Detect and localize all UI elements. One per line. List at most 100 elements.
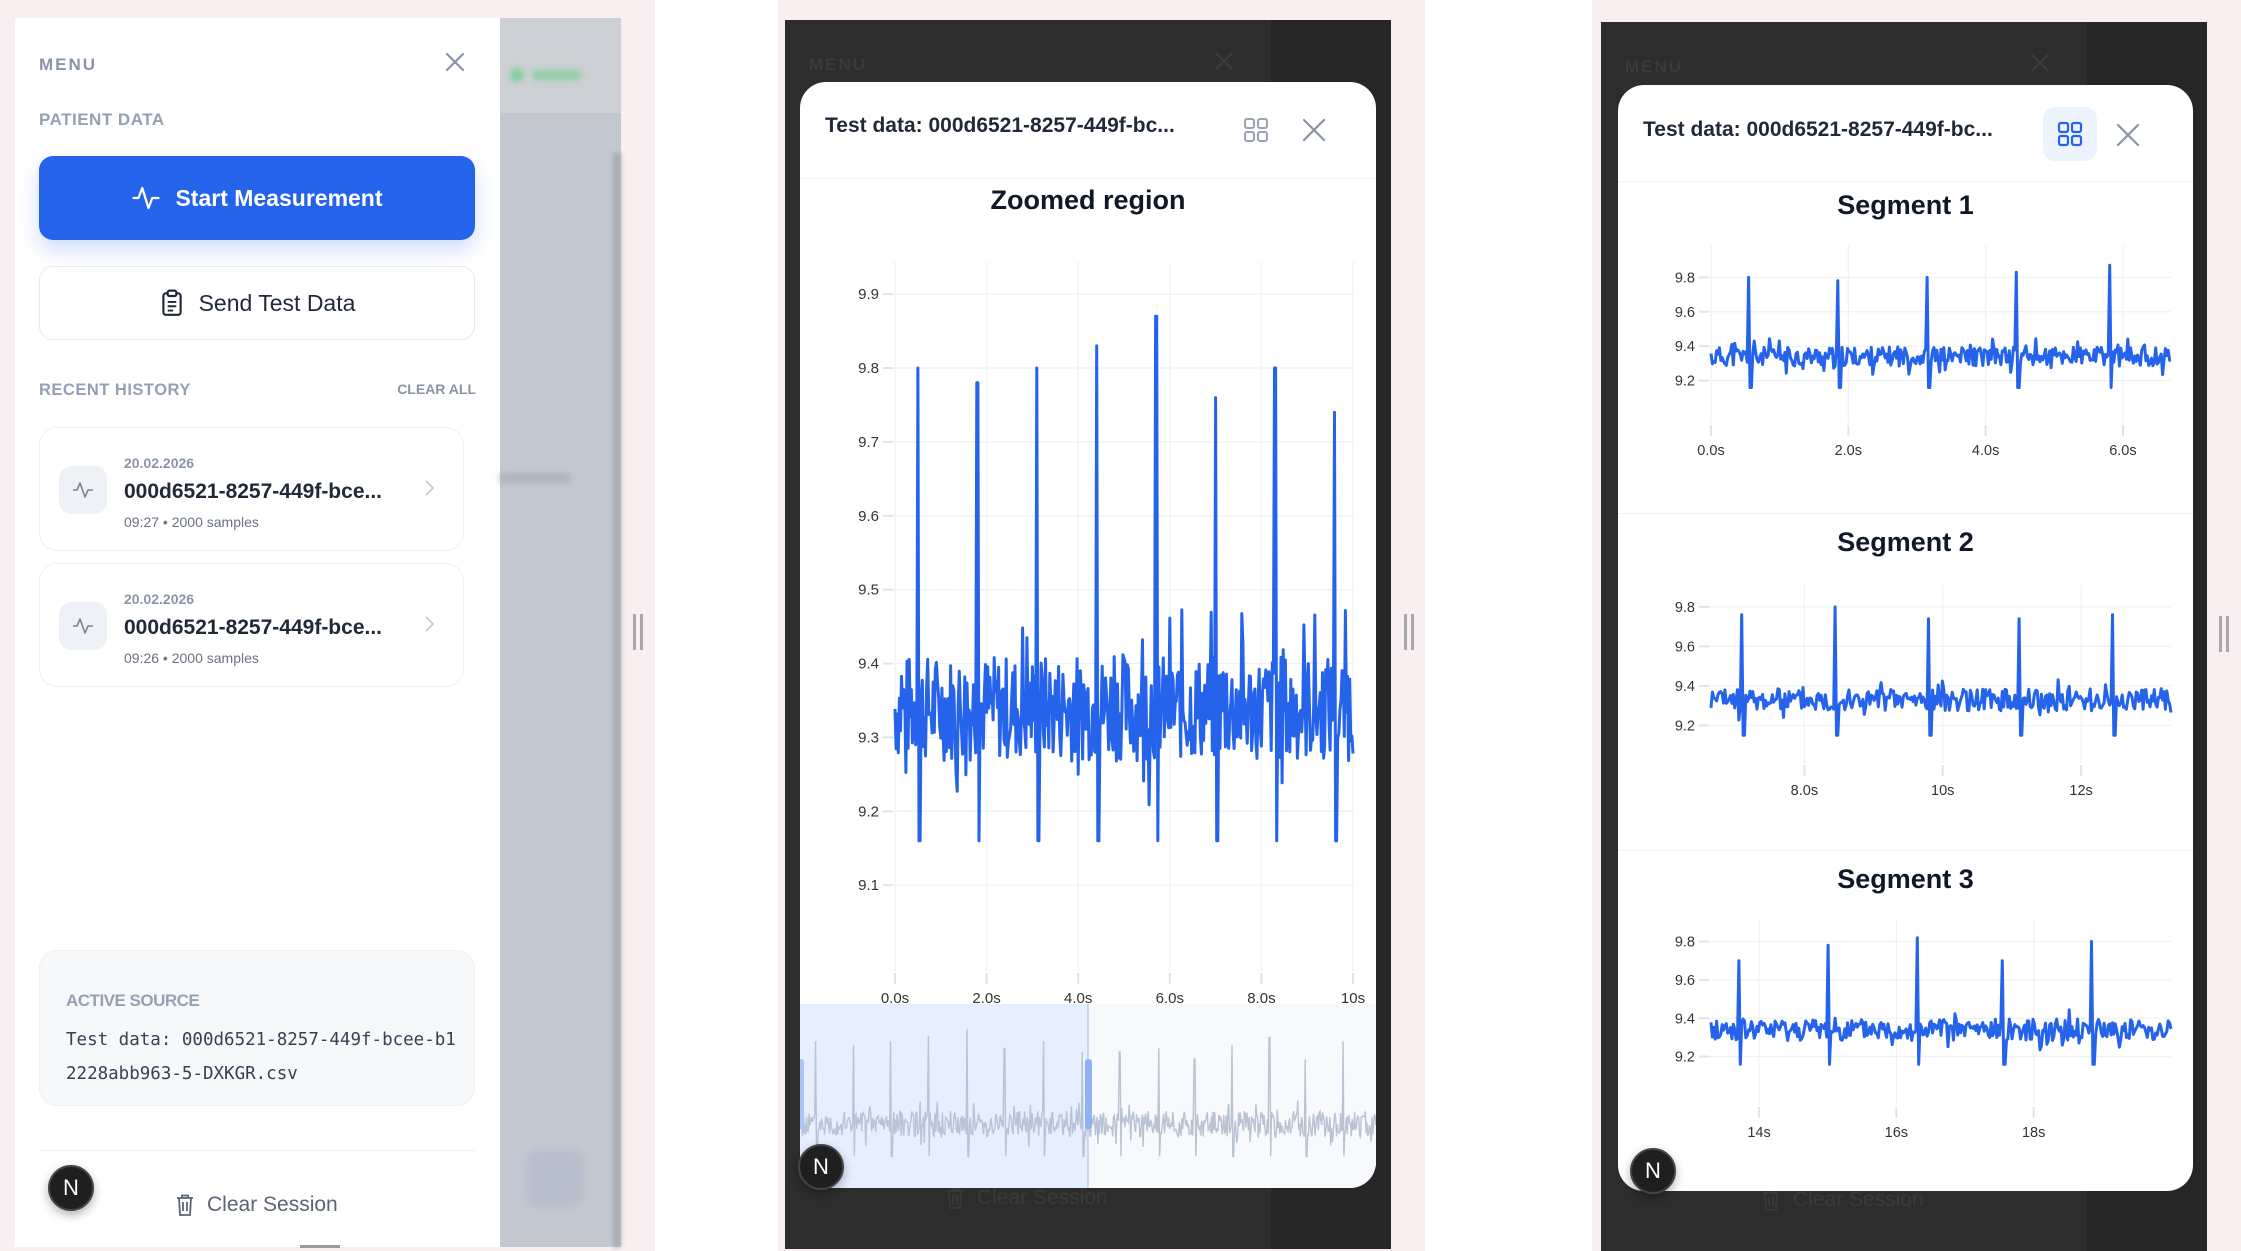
avatar-letter: N bbox=[1645, 1158, 1661, 1183]
segment-2-chart[interactable]: 8.0s 10s 12s 9.2 9.4 9.6 9.8 bbox=[1618, 575, 2193, 815]
close-icon bbox=[1215, 52, 1233, 70]
close-modal-icon[interactable] bbox=[2115, 122, 2141, 148]
footer-divider bbox=[39, 1150, 475, 1151]
history-item[interactable]: 20.02.2026 000d6521-8257-449f-bce... 09:… bbox=[39, 427, 464, 551]
home-indicator bbox=[300, 1245, 340, 1248]
backdrop-overlay[interactable] bbox=[500, 18, 621, 1247]
avatar-letter: N bbox=[813, 1154, 829, 1179]
recent-history-label: RECENT HISTORY bbox=[39, 381, 191, 399]
toggle-segments-button[interactable] bbox=[1229, 103, 1283, 157]
menu-title: MENU bbox=[39, 55, 98, 74]
blurred-status-dot bbox=[510, 68, 524, 82]
close-icon bbox=[2031, 54, 2049, 72]
close-icon bbox=[445, 52, 465, 72]
svg-text:2.0s: 2.0s bbox=[1835, 443, 1862, 459]
history-pulse-icon-wrap bbox=[59, 466, 107, 514]
svg-text:9.8: 9.8 bbox=[1675, 270, 1695, 286]
svg-text:9.4: 9.4 bbox=[1675, 1011, 1695, 1027]
svg-text:8.0s: 8.0s bbox=[1247, 990, 1275, 1007]
svg-text:9.2: 9.2 bbox=[1675, 718, 1695, 734]
history-name: 000d6521-8257-449f-bce... bbox=[124, 480, 382, 503]
segment-1-title: Segment 1 bbox=[1837, 190, 1974, 220]
clear-all-button[interactable]: CLEAR ALL bbox=[397, 381, 476, 397]
svg-text:9.3: 9.3 bbox=[858, 729, 879, 746]
frame-zoomed-view: MENU Clear Session Test data: 000d6521-8… bbox=[778, 0, 1425, 1251]
svg-text:12s: 12s bbox=[2069, 783, 2092, 799]
modal-title: Test data: 000d6521-8257-449f-bc... bbox=[825, 114, 1175, 137]
frame-menu-open: MENU PATIENT DATA Start Measurement Send… bbox=[0, 0, 655, 1251]
svg-text:4.0s: 4.0s bbox=[1064, 990, 1092, 1007]
blurred-edge bbox=[613, 153, 621, 1247]
chevron-right-icon bbox=[425, 480, 435, 496]
avatar[interactable]: N bbox=[1630, 1148, 1676, 1194]
active-source-label: ACTIVE SOURCE bbox=[66, 991, 200, 1010]
dimmed-clear-session-label: Clear Session bbox=[977, 1186, 1108, 1209]
svg-text:10s: 10s bbox=[1931, 783, 1954, 799]
segment-1-chart[interactable]: 0.0s 2.0s 4.0s 6.0s 9.2 9.4 9.6 9.8 bbox=[1618, 235, 2193, 475]
svg-text:9.8: 9.8 bbox=[1675, 935, 1695, 951]
close-menu-button[interactable] bbox=[443, 50, 467, 74]
history-meta: 09:26 • 2000 samples bbox=[124, 650, 259, 666]
toggle-segments-button[interactable] bbox=[2043, 107, 2097, 161]
svg-text:9.1: 9.1 bbox=[858, 877, 879, 894]
svg-text:0.0s: 0.0s bbox=[1697, 443, 1724, 459]
trash-icon bbox=[947, 1187, 963, 1209]
zoomed-region-chart[interactable]: 0.0s 2.0s 4.0s 6.0s 8.0s 10s 9.1 9.2 9.3 9.4 9.5 9.… bbox=[800, 232, 1376, 1092]
pulse-icon bbox=[132, 186, 161, 210]
clipboard-icon bbox=[161, 289, 182, 316]
svg-text:4.0s: 4.0s bbox=[1972, 443, 1999, 459]
resize-handle[interactable] bbox=[2219, 616, 2229, 652]
clear-session-label: Clear Session bbox=[207, 1193, 338, 1216]
svg-text:6.0s: 6.0s bbox=[2109, 443, 2136, 459]
dimmed-menu-title: MENU bbox=[1625, 57, 1684, 76]
start-measurement-button[interactable]: Start Measurement bbox=[39, 156, 475, 240]
send-test-data-button[interactable]: Send Test Data bbox=[39, 266, 475, 340]
resize-handle[interactable] bbox=[1404, 614, 1414, 650]
chart-modal: Test data: 000d6521-8257-449f-bc... Zoom… bbox=[800, 82, 1376, 1188]
clear-session-button[interactable]: Clear Session bbox=[175, 1193, 338, 1217]
svg-text:18s: 18s bbox=[2022, 1125, 2045, 1141]
svg-text:9.4: 9.4 bbox=[858, 656, 879, 673]
avatar-letter: N bbox=[63, 1175, 79, 1200]
svg-text:9.8: 9.8 bbox=[1675, 600, 1695, 616]
frame-segments-view: MENU Clear Session Test data: 000d6521-8… bbox=[1592, 0, 2241, 1251]
svg-text:9.4: 9.4 bbox=[1675, 339, 1695, 355]
history-meta: 09:27 • 2000 samples bbox=[124, 514, 259, 530]
svg-text:9.2: 9.2 bbox=[858, 803, 879, 820]
modal-title: Test data: 000d6521-8257-449f-bc... bbox=[1643, 118, 1993, 141]
svg-text:16s: 16s bbox=[1885, 1125, 1908, 1141]
avatar[interactable]: N bbox=[48, 1165, 94, 1211]
svg-text:9.6: 9.6 bbox=[1675, 639, 1695, 655]
svg-text:14s: 14s bbox=[1747, 1125, 1770, 1141]
svg-text:9.6: 9.6 bbox=[1675, 305, 1695, 321]
svg-text:9.8: 9.8 bbox=[858, 360, 879, 377]
grid-icon bbox=[1244, 118, 1268, 142]
svg-text:9.2: 9.2 bbox=[1675, 374, 1695, 390]
pulse-icon bbox=[73, 618, 93, 634]
blurred-header bbox=[500, 18, 621, 113]
range-navigator[interactable] bbox=[800, 1004, 1376, 1188]
history-name: 000d6521-8257-449f-bce... bbox=[124, 616, 382, 639]
patient-data-label: PATIENT DATA bbox=[39, 110, 165, 129]
history-item[interactable]: 20.02.2026 000d6521-8257-449f-bce... 09:… bbox=[39, 563, 464, 687]
avatar[interactable]: N bbox=[798, 1144, 844, 1190]
blurred-status-text bbox=[532, 70, 582, 80]
segment-2-title: Segment 2 bbox=[1837, 527, 1974, 557]
segment-3-title: Segment 3 bbox=[1837, 864, 1974, 894]
dimmed-clear-session: Clear Session bbox=[1761, 1188, 1924, 1212]
history-pulse-icon-wrap bbox=[59, 602, 107, 650]
svg-text:9.2: 9.2 bbox=[1675, 1050, 1695, 1066]
blurred-button bbox=[525, 1148, 585, 1208]
active-source-card: ACTIVE SOURCE Test data: 000d6521-8257-4… bbox=[39, 950, 475, 1106]
close-modal-icon[interactable] bbox=[1301, 117, 1327, 143]
svg-text:9.5: 9.5 bbox=[858, 582, 879, 599]
segment-3-chart[interactable]: 14s 16s 18s 9.2 9.4 9.6 9.8 bbox=[1618, 910, 2193, 1160]
start-measurement-label: Start Measurement bbox=[175, 184, 383, 211]
chevron-right-icon bbox=[425, 616, 435, 632]
svg-text:9.6: 9.6 bbox=[1675, 973, 1695, 989]
pulse-icon bbox=[73, 482, 93, 498]
active-source-value: Test data: 000d6521-8257-449f-bcee-b1222… bbox=[66, 1030, 456, 1084]
send-test-data-label: Send Test Data bbox=[198, 289, 356, 316]
svg-text:9.9: 9.9 bbox=[858, 286, 879, 303]
resize-handle[interactable] bbox=[633, 614, 643, 650]
